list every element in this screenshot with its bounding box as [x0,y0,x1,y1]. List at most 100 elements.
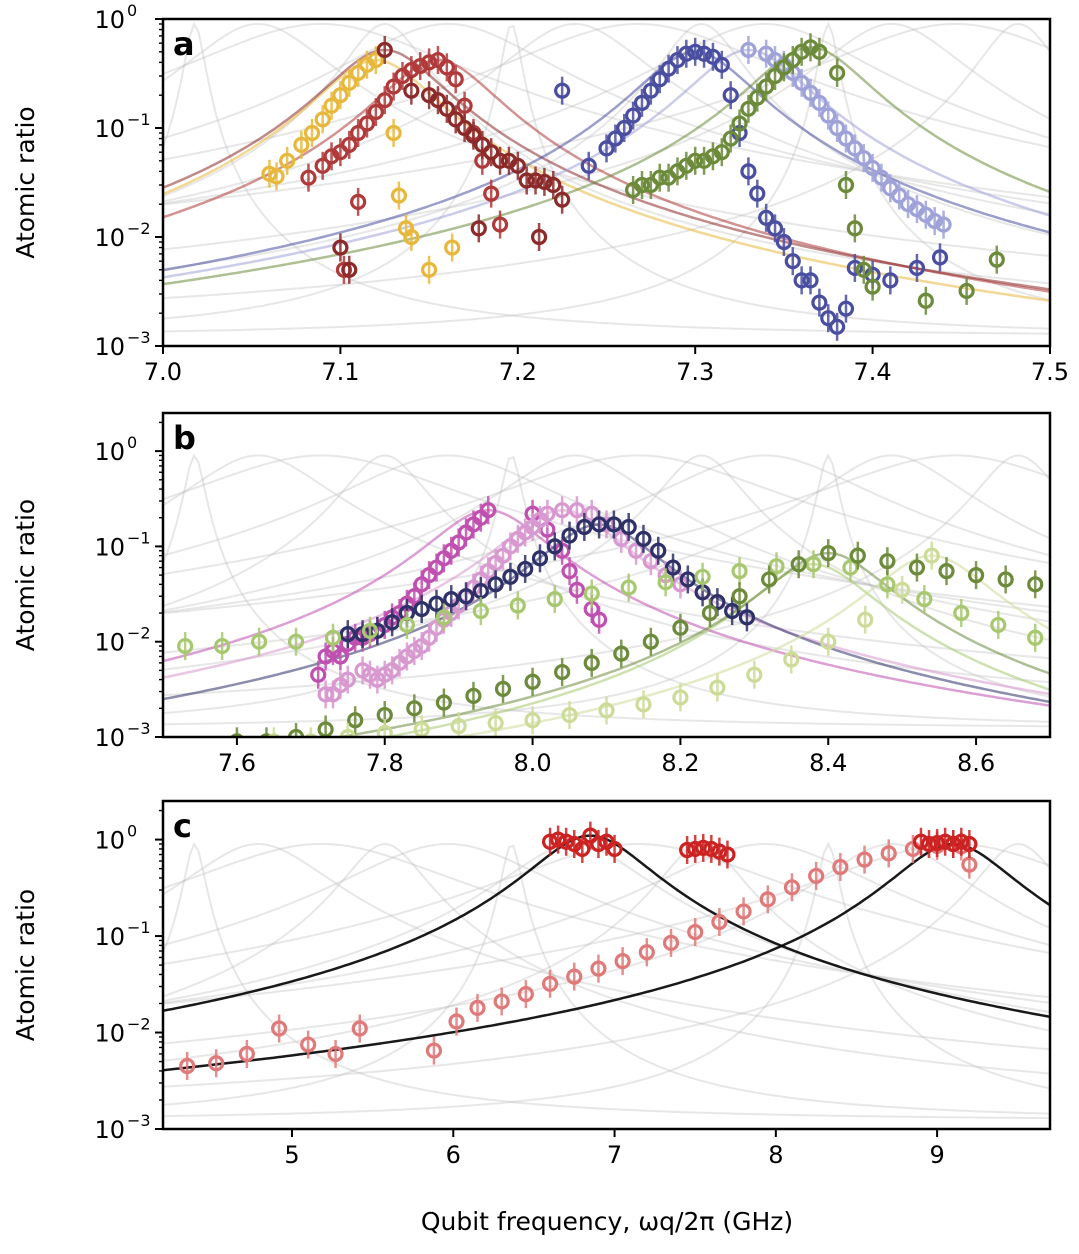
data-point [783,879,801,896]
data-point [808,867,825,885]
data-point [638,944,655,961]
data-point [990,616,1007,634]
data-point [539,505,556,522]
data-point [916,590,933,608]
data-point [846,220,863,237]
x-tick-label: 8.4 [809,749,847,777]
data-point [766,67,784,85]
data-point [487,714,504,732]
data-point [509,597,526,614]
data-point [341,74,358,91]
data-point [530,228,548,246]
data-point [524,673,541,690]
data-point [613,645,630,662]
data-point [758,78,775,95]
data-point [472,602,489,620]
data-point [856,851,873,868]
data-point [908,559,926,576]
data-point [722,130,739,147]
data-point [837,130,855,147]
data-point [413,600,430,618]
data-point [323,148,340,165]
background-curve [163,21,1050,335]
data-point [438,59,455,76]
data-point [361,622,379,639]
data-point [483,185,500,202]
y-axis-label: Atomic ratio [11,889,40,1041]
background-curve [163,844,1050,1115]
data-point [406,700,423,717]
data-point [879,576,896,593]
y-tick-label: 10 [94,1116,125,1144]
data-point [412,57,429,75]
x-tick-label: 7.3 [676,358,714,386]
background-curve [163,843,1050,999]
data-point [293,136,310,153]
data-point [568,581,586,598]
data-point [230,733,244,737]
data-point [267,733,281,737]
series-yellow [261,46,461,284]
data-point [635,530,652,547]
background-curves [163,841,1050,1120]
data-point [435,609,452,626]
data-point [651,169,668,186]
background-curve [163,842,1050,1088]
series-darkred [541,821,978,869]
data-point [403,61,420,79]
data-point [719,846,736,863]
data-point [465,127,482,144]
data-point [351,1020,368,1037]
data-point [664,559,682,576]
data-point [350,124,367,142]
background-curve [163,454,1050,654]
data-point [679,841,696,859]
data-point [735,903,752,920]
data-point [339,626,356,643]
data-point [945,835,962,853]
data-point [758,209,775,226]
data-point [591,516,608,533]
data-point [177,637,194,655]
plot-area [163,21,1050,341]
data-point [857,611,874,628]
background-curve [163,24,1050,330]
data-point [376,92,393,109]
data-point [873,169,890,186]
fit-curve-magenta [163,508,1050,707]
background-curve [163,22,1050,199]
data-point [811,294,828,311]
data-point [711,913,728,931]
data-point [961,835,978,853]
data-point [820,310,837,327]
y-tick-label: 10 [94,724,125,752]
y-tick-exponent: −3 [127,1111,151,1130]
data-point [837,176,855,194]
data-point [811,43,828,60]
data-point [332,239,349,256]
x-tick-label: 7.1 [321,358,359,386]
background-curve [163,22,1050,205]
data-point [711,843,728,860]
data-point [300,169,317,186]
data-point [633,94,651,111]
fit-curve-blue [163,50,1050,272]
data-point [341,261,358,278]
data-point [722,87,739,104]
data-point [376,41,393,59]
data-point [561,527,578,544]
plot-frame [161,17,1052,348]
data-point [303,124,321,142]
plot-area [163,821,1050,1120]
data-point [502,568,519,585]
data-point [558,833,575,850]
data-point [350,64,367,82]
data-point [846,140,863,157]
data-point [855,261,872,278]
data-point [517,986,534,1003]
series-blue [554,37,949,341]
y-tick-label: 10 [94,827,125,855]
data-point [582,827,599,844]
